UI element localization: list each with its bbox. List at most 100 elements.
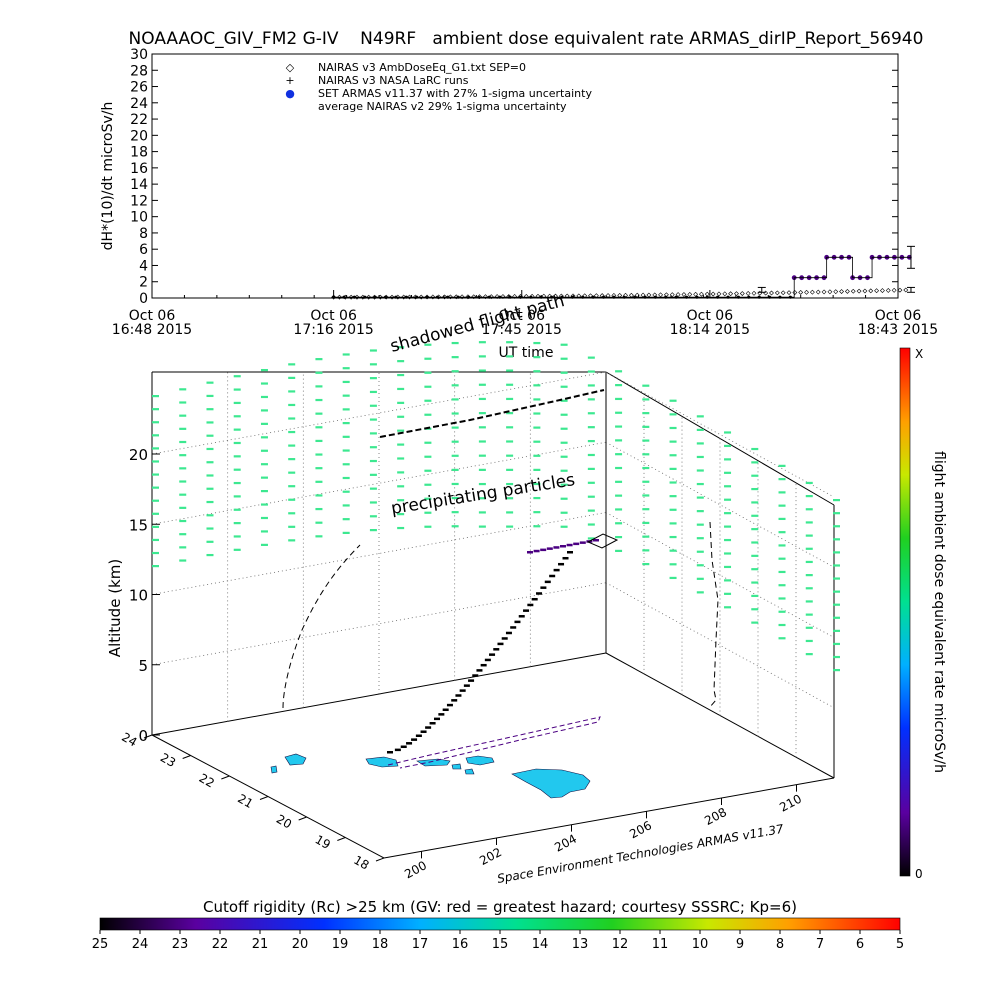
- flight-path-mark: [411, 738, 418, 741]
- particle-mark: [778, 478, 786, 481]
- particle-mark: [179, 467, 187, 470]
- cutoff-rigidity-colorbar: Cutoff rigidity (Rc) >25 km (GV: red = g…: [92, 898, 904, 952]
- particle-mark: [342, 435, 350, 438]
- particle-mark: [342, 380, 350, 384]
- nairas-diamond-mark: [844, 288, 850, 294]
- particle-mark: [669, 576, 677, 580]
- flight-path-mark: [387, 751, 393, 754]
- particle-mark: [152, 434, 159, 437]
- particle-mark: [260, 449, 268, 452]
- grid-line: [151, 441, 607, 525]
- particle-mark: [805, 508, 813, 511]
- particle-mark: [233, 375, 241, 378]
- particle-mark: [369, 459, 377, 463]
- particle-mark: [369, 418, 377, 421]
- x-tick-label: Oct 06: [687, 308, 734, 324]
- particle-mark: [315, 412, 323, 415]
- particle-mark: [152, 395, 159, 398]
- particle-mark: [533, 511, 541, 514]
- grid-lines: [151, 371, 835, 758]
- particle-mark: [315, 494, 323, 497]
- particle-mark: [288, 417, 296, 420]
- particle-mark: [805, 653, 813, 656]
- particle-mark: [369, 349, 377, 352]
- flight-path-mark: [459, 689, 466, 692]
- particle-mark: [805, 613, 813, 616]
- latitude-tick: [182, 755, 191, 759]
- flight-path-mark: [489, 653, 496, 656]
- rigidity-tick-label: 14: [532, 937, 549, 952]
- particle-mark: [642, 466, 650, 470]
- particle-mark: [778, 464, 786, 467]
- particle-mark: [778, 570, 786, 574]
- island-maui: [465, 755, 495, 766]
- latitude-tick: [337, 837, 346, 841]
- particle-mark: [369, 363, 377, 366]
- flight-path-mark: [567, 551, 573, 554]
- latitude-tick-label: 21: [235, 791, 255, 811]
- particle-mark: [206, 487, 214, 490]
- particle-mark: [288, 498, 296, 501]
- particle-mark: [533, 525, 541, 528]
- hawaiian-islands: [270, 753, 591, 799]
- particle-mark: [805, 521, 813, 524]
- particle-mark: [642, 453, 650, 456]
- particle-mark: [615, 384, 623, 387]
- rigidity-tick-label: 24: [132, 937, 149, 952]
- particle-mark: [560, 497, 568, 500]
- particle-mark: [260, 503, 268, 506]
- flight-path-mark: [566, 543, 573, 547]
- particle-mark: [696, 564, 704, 567]
- particle-mark: [206, 500, 214, 504]
- particle-mark: [696, 577, 704, 580]
- particle-mark: [342, 394, 350, 397]
- particle-mark: [751, 474, 759, 477]
- particle-mark: [615, 480, 623, 483]
- nairas-diamond-mark: [874, 288, 880, 294]
- particle-mark: [369, 515, 377, 518]
- particle-mark: [233, 508, 241, 511]
- flight-path-mark: [434, 717, 441, 721]
- particle-mark: [397, 401, 405, 404]
- rigidity-tick-label: 18: [372, 937, 389, 952]
- particle-mark: [533, 454, 541, 457]
- longitude-tick-label: 200: [402, 858, 429, 881]
- particle-mark: [833, 655, 840, 659]
- particle-mark: [560, 385, 568, 388]
- particle-mark: [805, 495, 813, 498]
- nairas-diamond-mark: [862, 288, 868, 294]
- particle-mark: [669, 426, 677, 430]
- flight-path-mark: [484, 658, 491, 662]
- particle-mark: [506, 412, 514, 415]
- latitude-tick-label: 24: [119, 730, 139, 750]
- x-tick-label: 17:45 2015: [482, 322, 562, 338]
- particle-mark: [369, 473, 377, 476]
- particle-mark: [833, 629, 840, 632]
- particle-mark: [478, 426, 486, 429]
- particle-mark: [587, 370, 595, 373]
- particle-mark: [778, 504, 786, 507]
- particle-mark: [615, 494, 623, 497]
- flight-path-mark: [455, 694, 462, 697]
- particle-mark: [152, 565, 159, 568]
- flight-path-mark: [593, 539, 599, 542]
- flight-path-mark: [446, 703, 453, 707]
- dose-rate-colorbar: X 0 flight ambient dose equivalent rate …: [899, 347, 947, 881]
- latitude-tick-label: 22: [197, 771, 217, 791]
- flight-path-mark: [451, 699, 458, 702]
- particle-mark: [397, 526, 405, 530]
- particle-mark: [833, 577, 840, 580]
- particle-mark: [260, 476, 268, 479]
- particle-mark: [696, 496, 704, 499]
- particle-mark: [506, 355, 514, 358]
- particle-mark: [615, 522, 623, 525]
- particle-mark: [342, 504, 350, 507]
- shadowed-flight-path: [379, 389, 605, 438]
- particle-mark: [506, 369, 514, 372]
- particle-mark: [805, 534, 813, 537]
- particle-mark: [478, 355, 486, 358]
- particle-mark: [533, 440, 541, 443]
- particle-mark: [533, 412, 541, 415]
- legend: ◇ NAIRAS v3 AmbDoseEq_G1.txt SEP=0 + NAI…: [285, 61, 592, 113]
- nairas-diamond-mark: [483, 294, 488, 300]
